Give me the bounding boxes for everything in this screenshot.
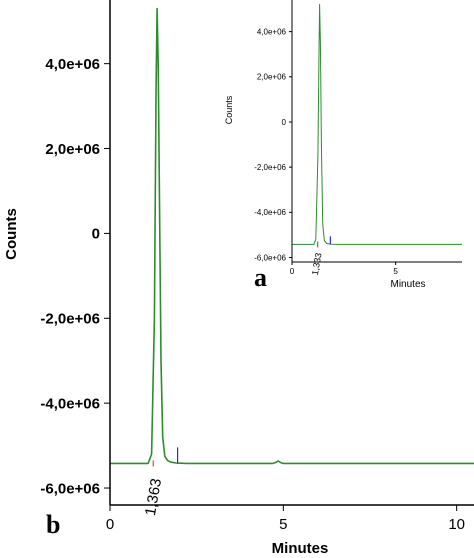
inset-y-tick-label: -2,0e+06 <box>254 163 286 172</box>
main-x-tick-label: 10 <box>448 516 465 533</box>
inset-y-tick-label: 0 <box>282 118 287 127</box>
main-y-axis-label: Counts <box>3 208 20 260</box>
inset-y-axis-label: Counts <box>224 95 234 124</box>
inset-x-tick-label: 5 <box>393 267 398 276</box>
main-y-tick-label: 2,0e+06 <box>45 141 100 158</box>
inset-y-tick-label: 4,0e+06 <box>257 27 287 36</box>
main-y-tick-label: -2,0e+06 <box>40 311 100 328</box>
panel-letter-b: b <box>46 510 60 539</box>
inset-y-tick-label: -6,0e+06 <box>254 253 286 262</box>
inset-chart-panel: 4,0e+062,0e+060-2,0e+06-4,0e+06-6,0e+06 … <box>224 0 462 292</box>
inset-x-axis-label: Minutes <box>390 279 425 290</box>
panel-letter-a: a <box>254 263 267 292</box>
main-x-tick-label: 0 <box>106 516 114 533</box>
inset-y-tick-label: 2,0e+06 <box>257 73 287 82</box>
main-y-tick-label: -6,0e+06 <box>40 480 100 497</box>
main-x-tick-label: 5 <box>279 516 287 533</box>
main-peak-label: 1,363 <box>142 477 165 517</box>
inset-series-line <box>292 4 462 245</box>
main-y-tick-label: 0 <box>92 226 100 243</box>
main-y-tick-label: -4,0e+06 <box>40 395 100 412</box>
main-x-axis-label: Minutes <box>272 540 329 557</box>
main-series-line <box>110 7 474 465</box>
inset-peak-label: 1,333 <box>310 252 324 276</box>
inset-y-tick-label: -4,0e+06 <box>254 208 286 217</box>
inset-x-tick-label: 0 <box>290 267 295 276</box>
main-chart-panel: 4,0e+062,0e+060-2,0e+06-4,0e+06-6,0e+06 … <box>3 0 474 557</box>
main-y-tick-label: 4,0e+06 <box>45 56 100 73</box>
